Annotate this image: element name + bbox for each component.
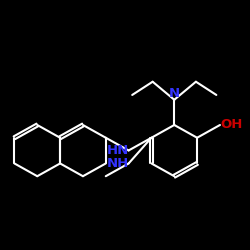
Text: OH: OH xyxy=(220,118,242,132)
Text: HN: HN xyxy=(106,144,128,157)
Text: NH: NH xyxy=(106,157,128,170)
Text: N: N xyxy=(169,87,180,100)
